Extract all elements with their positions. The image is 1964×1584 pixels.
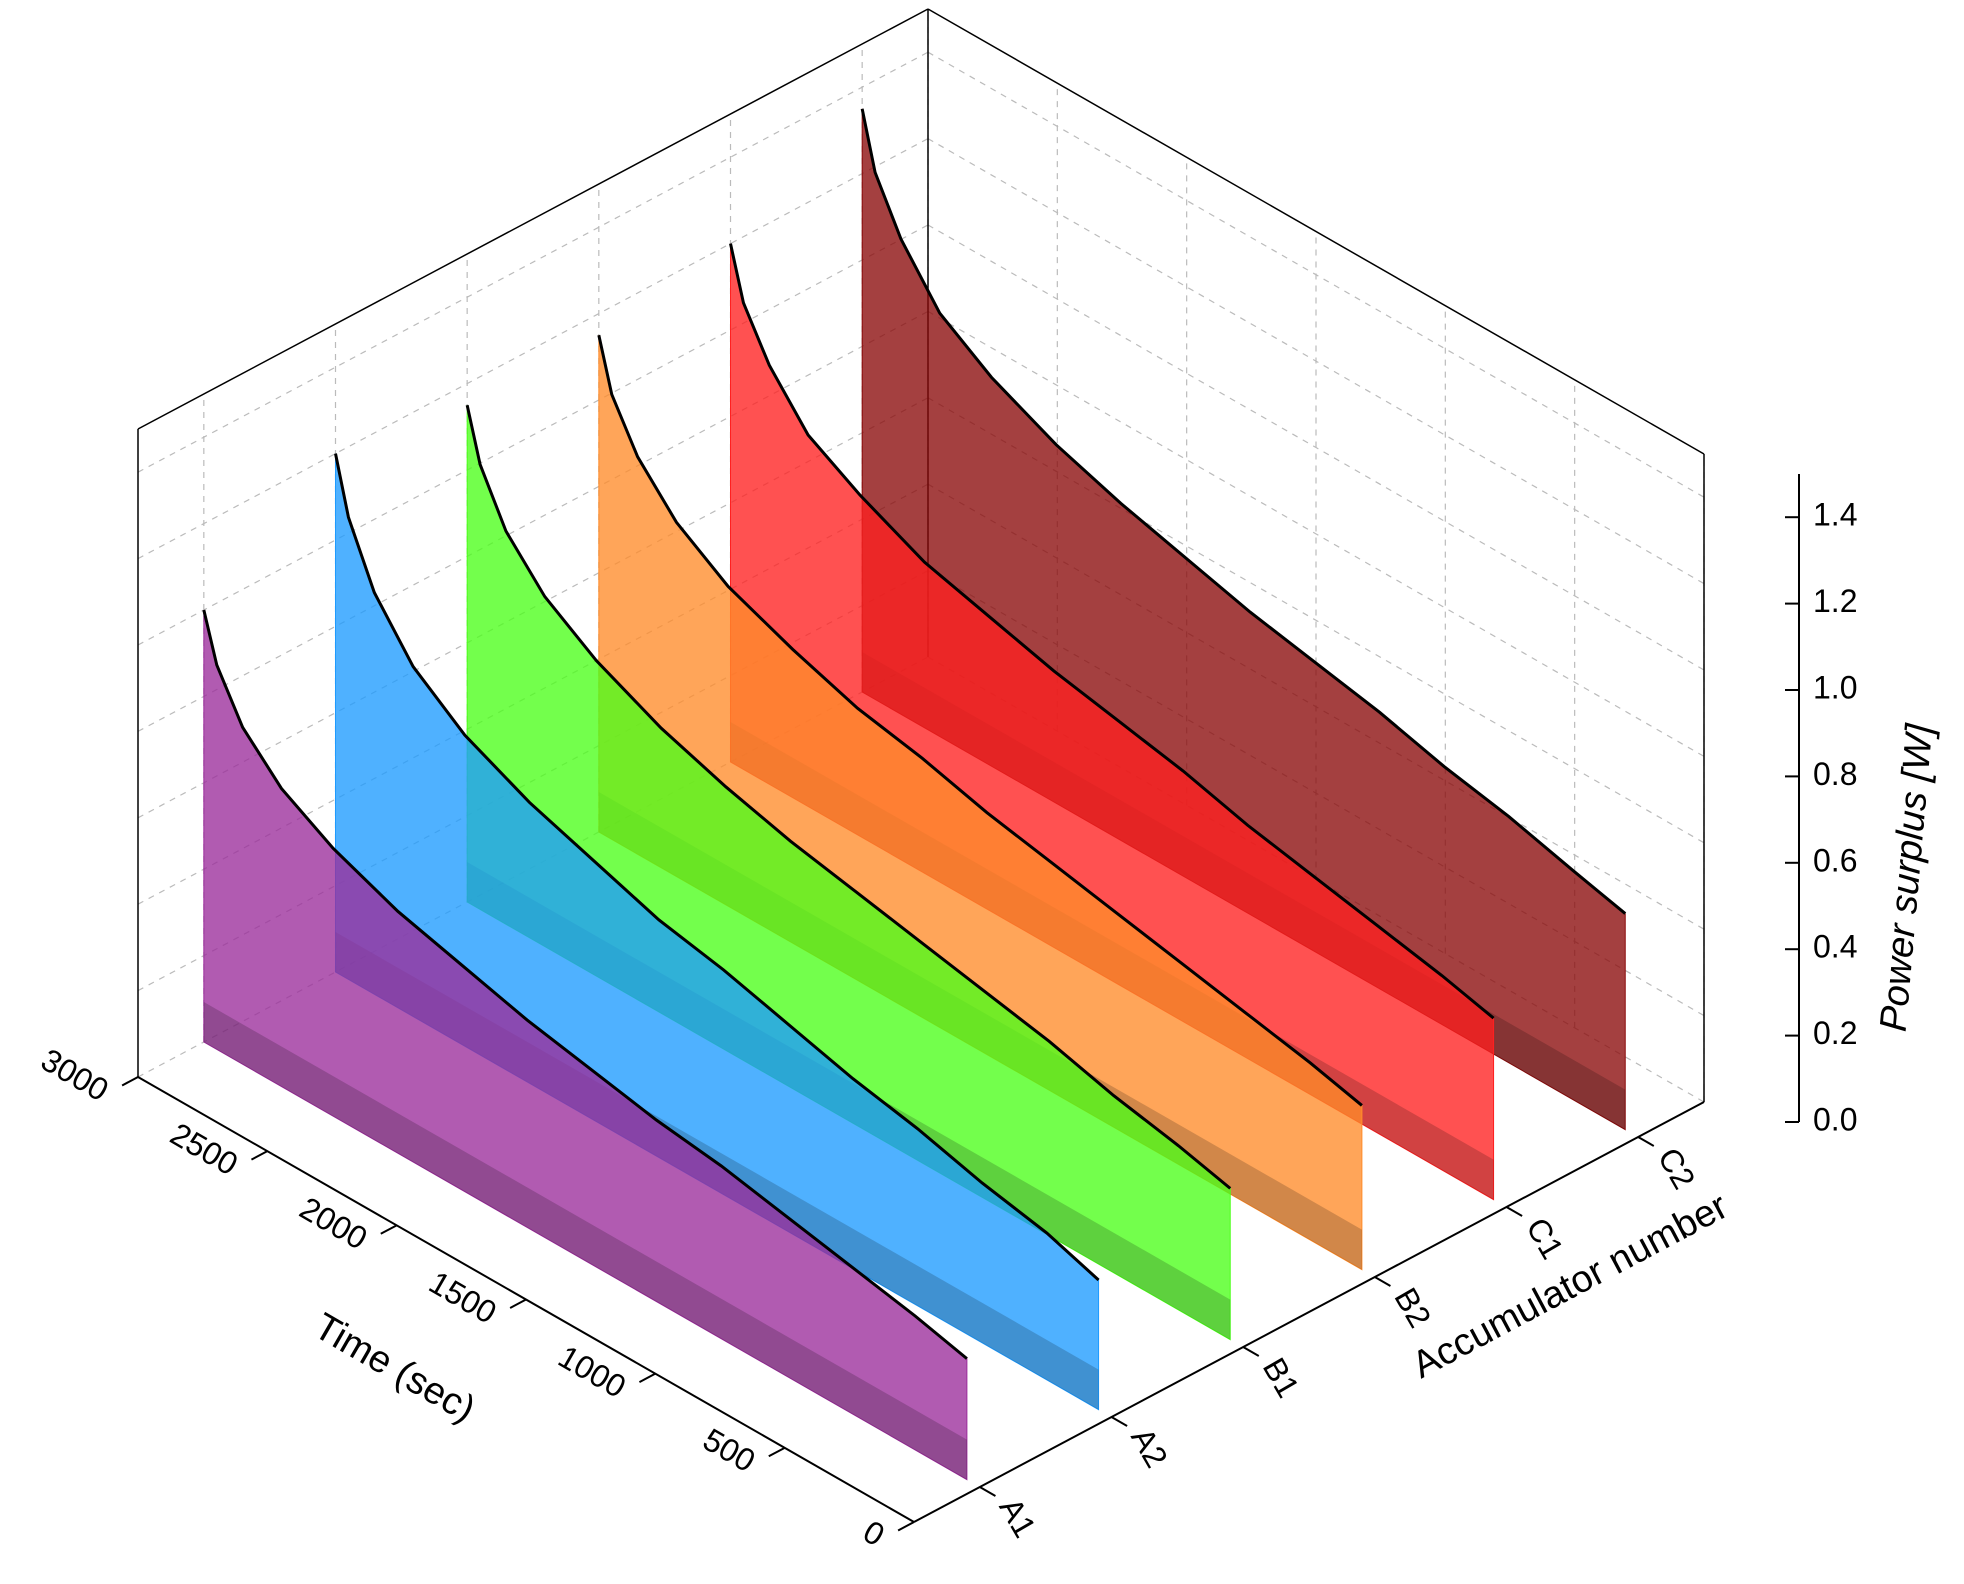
category-tick [1374, 1276, 1391, 1287]
z-tick-label: 1.4 [1813, 497, 1857, 533]
grid-line [927, 310, 1705, 757]
x-tick [638, 1372, 656, 1383]
x-tick [250, 1150, 268, 1161]
category-tick [1111, 1416, 1128, 1427]
category-label: C2 [1651, 1142, 1703, 1195]
series-line [860, 108, 1627, 915]
series-line [597, 334, 1363, 1107]
box-edge [137, 8, 929, 430]
grid-line [137, 138, 929, 560]
series-line [202, 609, 968, 1360]
box-edge [927, 8, 1705, 455]
category-tick [1506, 1206, 1523, 1217]
series-line [334, 453, 1100, 1282]
category-label: A2 [1124, 1422, 1175, 1474]
x-tick [380, 1224, 398, 1235]
z-axis-title: Power surplus [W] [1873, 721, 1942, 1033]
series-line [465, 404, 1232, 1190]
x-tick-label: 3000 [35, 1041, 115, 1108]
category-tick [1637, 1136, 1655, 1147]
x-tick [897, 1521, 915, 1532]
grid-line [137, 310, 929, 732]
grid-line [137, 51, 929, 473]
axis-line [913, 1101, 1705, 1523]
z-tick-label: 0.4 [1813, 929, 1857, 965]
x-tick-label: 0 [857, 1513, 890, 1553]
series-base [203, 1002, 967, 1480]
x-tick [121, 1076, 139, 1087]
z-tick-label: 1.0 [1813, 669, 1857, 705]
x-tick-label: 2500 [164, 1116, 244, 1183]
category-label: C1 [1519, 1212, 1571, 1265]
x-tick [509, 1298, 527, 1309]
grid-line [137, 224, 929, 646]
x-axis-title: Time (sec) [307, 1306, 482, 1431]
z-tick-label: 0.6 [1813, 842, 1857, 878]
z-tick-label: 0.0 [1813, 1101, 1857, 1137]
z-tick-label: 0.8 [1813, 756, 1857, 792]
z-tick-label: 1.2 [1813, 583, 1857, 619]
series-line [729, 243, 1495, 1020]
category-label: A1 [992, 1492, 1043, 1544]
x-tick-label: 1500 [423, 1264, 503, 1331]
category-tick [979, 1486, 996, 1497]
category-axis-title: Accumulator number [1406, 1185, 1736, 1387]
category-label: B1 [1256, 1352, 1307, 1404]
category-label: B2 [1387, 1282, 1438, 1334]
x-tick-label: 1000 [552, 1338, 632, 1405]
category-tick [1242, 1346, 1260, 1357]
x-tick [768, 1446, 786, 1458]
x-tick-label: 2000 [294, 1190, 374, 1257]
z-tick-label: 0.2 [1813, 1015, 1857, 1051]
